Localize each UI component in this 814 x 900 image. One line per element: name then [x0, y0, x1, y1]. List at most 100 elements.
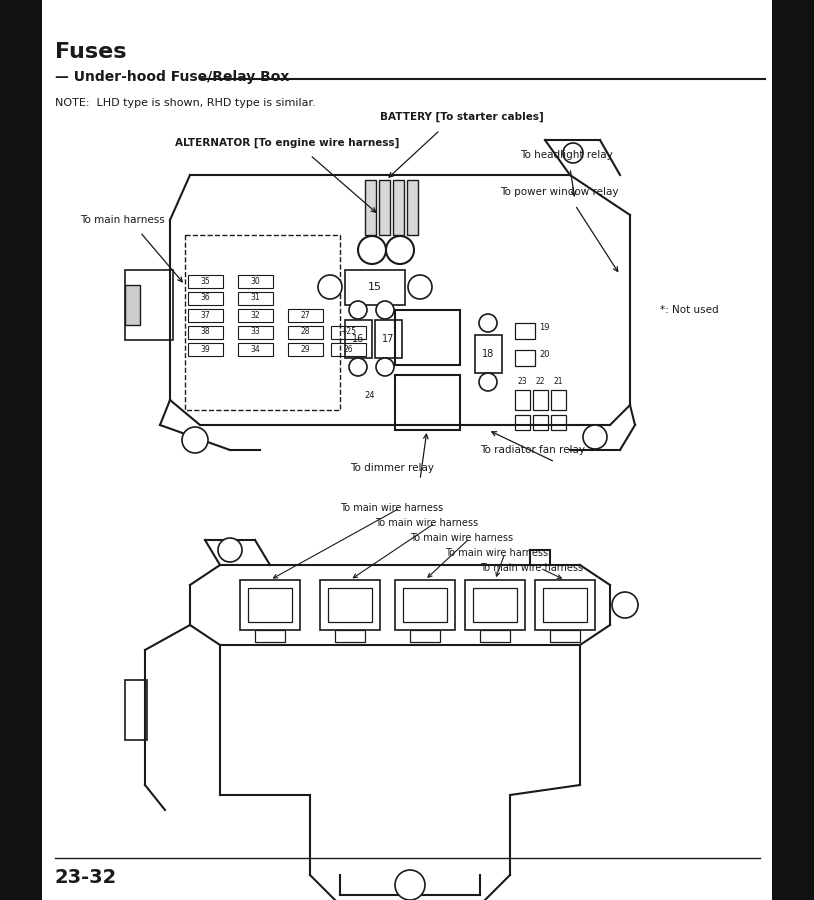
Text: 17: 17 — [382, 334, 394, 344]
Text: ALTERNATOR [To engine wire harness]: ALTERNATOR [To engine wire harness] — [175, 138, 400, 148]
Bar — [238, 343, 273, 356]
Bar — [395, 310, 460, 365]
Bar — [288, 343, 323, 356]
Bar — [772, 0, 814, 900]
Circle shape — [479, 373, 497, 391]
Circle shape — [182, 427, 208, 453]
Circle shape — [395, 870, 425, 900]
Text: 23: 23 — [517, 377, 527, 386]
Text: 31: 31 — [250, 293, 260, 302]
Bar — [331, 343, 366, 356]
Bar — [240, 580, 300, 630]
Bar — [238, 309, 273, 322]
Bar — [238, 292, 273, 305]
Bar — [188, 343, 223, 356]
Text: To main wire harness: To main wire harness — [480, 563, 583, 573]
Bar — [379, 180, 390, 235]
Bar — [320, 580, 380, 630]
Text: 32: 32 — [250, 310, 260, 320]
Text: BATTERY [To starter cables]: BATTERY [To starter cables] — [380, 112, 544, 122]
Circle shape — [479, 314, 497, 332]
Bar — [365, 180, 376, 235]
Bar — [465, 580, 525, 630]
Text: 33: 33 — [250, 328, 260, 337]
Text: NOTE:  LHD type is shown, RHD type is similar.: NOTE: LHD type is shown, RHD type is sim… — [55, 98, 316, 108]
Bar — [515, 350, 535, 366]
Text: 37: 37 — [200, 310, 210, 320]
Circle shape — [318, 275, 342, 299]
Bar — [125, 680, 147, 740]
Text: To dimmer relay: To dimmer relay — [350, 463, 434, 473]
Bar — [393, 180, 404, 235]
Bar — [551, 390, 566, 410]
Bar — [407, 180, 418, 235]
Bar — [533, 390, 548, 410]
Text: To main wire harness: To main wire harness — [375, 518, 478, 528]
Text: 39: 39 — [200, 345, 210, 354]
Circle shape — [376, 301, 394, 319]
Text: 20: 20 — [539, 350, 549, 359]
Text: *: Not used: *: Not used — [660, 305, 719, 315]
Bar — [395, 580, 455, 630]
Text: 15: 15 — [368, 282, 382, 292]
Bar — [475, 335, 502, 373]
Text: 38: 38 — [200, 328, 210, 337]
Text: 35: 35 — [200, 276, 210, 285]
Bar — [480, 630, 510, 642]
Text: 30: 30 — [250, 276, 260, 285]
Bar — [188, 309, 223, 322]
Bar — [255, 630, 285, 642]
Bar — [238, 326, 273, 339]
Circle shape — [358, 236, 386, 264]
Text: To main wire harness: To main wire harness — [340, 503, 443, 513]
Bar — [345, 270, 405, 305]
Bar — [185, 235, 340, 410]
Bar — [533, 415, 548, 430]
Bar — [248, 588, 292, 622]
Bar — [515, 415, 530, 430]
Bar — [345, 320, 372, 358]
Bar — [288, 309, 323, 322]
Bar — [0, 0, 42, 900]
Text: 26: 26 — [344, 345, 352, 354]
Bar — [550, 630, 580, 642]
Text: To main harness: To main harness — [80, 215, 164, 225]
Bar — [125, 285, 140, 325]
Text: 23-32: 23-32 — [55, 868, 117, 887]
Text: +25: +25 — [340, 328, 356, 337]
Circle shape — [583, 425, 607, 449]
Bar — [515, 323, 535, 339]
Bar — [331, 326, 366, 339]
Text: — Under-hood Fuse/Relay Box: — Under-hood Fuse/Relay Box — [55, 70, 289, 84]
Text: Fuses: Fuses — [55, 42, 126, 62]
Bar — [328, 588, 372, 622]
Bar — [551, 415, 566, 430]
Bar — [188, 275, 223, 288]
Text: 27: 27 — [300, 310, 310, 320]
Bar — [335, 630, 365, 642]
Text: 34: 34 — [250, 345, 260, 354]
Bar — [238, 275, 273, 288]
Bar — [188, 292, 223, 305]
Circle shape — [349, 301, 367, 319]
Bar — [473, 588, 517, 622]
Text: 24: 24 — [365, 391, 375, 400]
Bar — [535, 580, 595, 630]
Bar — [188, 326, 223, 339]
Text: 19: 19 — [539, 323, 549, 332]
Text: 22: 22 — [536, 377, 545, 386]
Circle shape — [612, 592, 638, 618]
Text: 29: 29 — [300, 345, 310, 354]
Circle shape — [376, 358, 394, 376]
Bar — [403, 588, 447, 622]
Text: 21: 21 — [554, 377, 562, 386]
Text: To power window relay: To power window relay — [500, 187, 619, 197]
Bar — [410, 630, 440, 642]
Bar — [395, 375, 460, 430]
Text: To headlight relay: To headlight relay — [520, 150, 613, 160]
Bar — [125, 270, 173, 340]
Text: 18: 18 — [482, 349, 494, 359]
Text: 16: 16 — [352, 334, 364, 344]
Text: To main wire harness: To main wire harness — [410, 533, 513, 543]
Circle shape — [386, 236, 414, 264]
